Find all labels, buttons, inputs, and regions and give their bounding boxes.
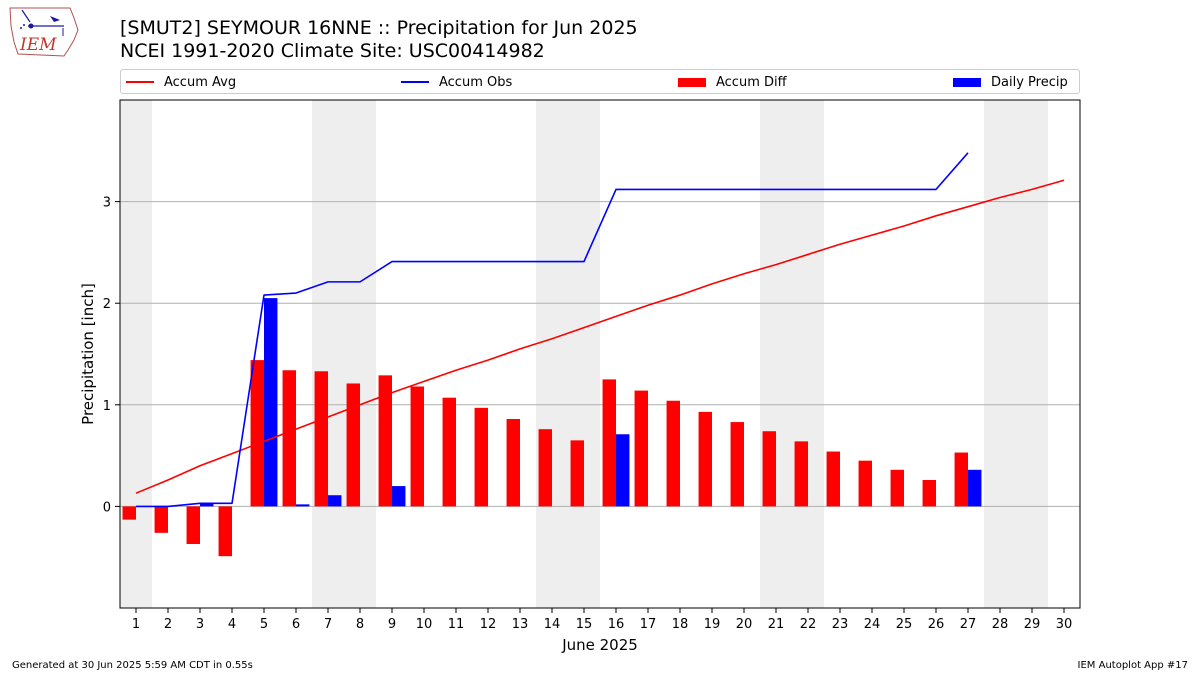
- legend-swatch-accum-obs: [401, 81, 429, 83]
- accum-diff-bar: [538, 429, 552, 507]
- accum-diff-bar: [250, 360, 264, 507]
- accum-diff-bar: [410, 386, 424, 507]
- x-tick-label: 20: [736, 617, 753, 632]
- chart-title: [SMUT2] SEYMOUR 16NNE :: Precipitation f…: [120, 17, 638, 39]
- logo-text: IEM: [20, 35, 57, 55]
- weekend-shade-band: [760, 100, 824, 608]
- x-tick-label: 16: [608, 617, 625, 632]
- chart-legend: Accum Avg Accum Obs Accum Diff Daily Pre…: [120, 69, 1080, 94]
- x-tick-label: 1: [132, 617, 140, 632]
- x-tick-label: 18: [672, 617, 689, 632]
- x-tick-label: 29: [1024, 617, 1041, 632]
- y-tick-label: 2: [103, 297, 111, 312]
- x-tick-label: 6: [292, 617, 300, 632]
- weekend-shade-band: [312, 100, 376, 608]
- accum-diff-bar: [570, 440, 584, 507]
- accum-diff-bar: [954, 452, 968, 507]
- x-tick-label: 27: [960, 617, 977, 632]
- legend-item-accum-avg: Accum Avg: [126, 74, 236, 90]
- autoplot-app-id: IEM Autoplot App #17: [1077, 660, 1188, 671]
- x-tick-label: 21: [768, 617, 785, 632]
- legend-item-accum-obs: Accum Obs: [401, 74, 512, 90]
- accum-diff-bar: [122, 506, 136, 520]
- chart-subtitle: NCEI 1991-2020 Climate Site: USC00414982: [120, 40, 545, 62]
- x-tick-label: 4: [228, 617, 236, 632]
- legend-label-daily-precip: Daily Precip: [991, 74, 1068, 90]
- x-tick-label: 2: [164, 617, 172, 632]
- y-axis-label: Precipitation [inch]: [79, 283, 97, 425]
- accum-diff-bar: [794, 441, 808, 507]
- x-tick-label: 30: [1056, 617, 1073, 632]
- y-tick-label: 3: [103, 196, 111, 211]
- iem-logo: IEM: [8, 6, 80, 60]
- accum-diff-bar: [762, 431, 776, 507]
- x-axis-label: June 2025: [561, 636, 638, 654]
- x-tick-label: 10: [416, 617, 433, 632]
- accum-diff-bar: [730, 422, 744, 507]
- accum-diff-bar: [346, 383, 360, 507]
- x-tick-label: 3: [196, 617, 204, 632]
- y-tick-label: 0: [103, 500, 111, 515]
- daily-precip-bar: [392, 486, 406, 507]
- weekend-shade-band: [120, 100, 152, 608]
- legend-swatch-accum-avg: [126, 81, 154, 83]
- x-tick-label: 28: [992, 617, 1009, 632]
- daily-precip-bar: [968, 469, 982, 507]
- x-tick-label: 11: [448, 617, 465, 632]
- accum-diff-bar: [506, 419, 520, 507]
- accum-diff-bar: [826, 451, 840, 507]
- legend-item-accum-diff: Accum Diff: [678, 74, 787, 90]
- accum-diff-bar: [698, 411, 712, 507]
- x-tick-label: 17: [640, 617, 657, 632]
- x-tick-label: 7: [324, 617, 332, 632]
- x-tick-label: 13: [512, 617, 529, 632]
- accum-diff-bar: [282, 370, 296, 507]
- legend-label-accum-avg: Accum Avg: [164, 74, 237, 90]
- x-tick-label: 25: [896, 617, 913, 632]
- x-tick-label: 23: [832, 617, 849, 632]
- x-tick-label: 24: [864, 617, 881, 632]
- accum-diff-bar: [186, 506, 200, 544]
- legend-swatch-accum-diff: [678, 77, 706, 87]
- accum-diff-bar: [602, 379, 616, 507]
- x-tick-label: 19: [704, 617, 721, 632]
- accum-diff-bar: [442, 397, 456, 507]
- daily-precip-bar: [328, 495, 342, 507]
- accum-diff-bar: [666, 400, 680, 507]
- accum-obs-line: [136, 152, 969, 508]
- x-tick-label: 14: [544, 617, 561, 632]
- accum-diff-bar: [858, 460, 872, 507]
- weekend-shade-band: [984, 100, 1048, 608]
- x-tick-label: 5: [260, 617, 268, 632]
- accum-diff-bar: [378, 375, 392, 507]
- accum-diff-bar: [218, 506, 232, 557]
- daily-precip-bar: [264, 298, 278, 507]
- legend-label-accum-diff: Accum Diff: [716, 74, 787, 90]
- accum-avg-line: [135, 179, 1065, 494]
- x-tick-label: 9: [388, 617, 396, 632]
- daily-precip-bar: [296, 504, 310, 507]
- daily-precip-bar: [616, 434, 630, 507]
- accum-diff-bar: [474, 407, 488, 507]
- x-tick-label: 8: [356, 617, 364, 632]
- weekend-shade-band: [536, 100, 600, 608]
- y-tick-label: 1: [103, 399, 111, 414]
- plot-frame: [119, 99, 1081, 609]
- x-tick-label: 22: [800, 617, 817, 632]
- daily-precip-bar: [200, 503, 214, 507]
- accum-diff-bar: [314, 371, 328, 507]
- generated-timestamp: Generated at 30 Jun 2025 5:59 AM CDT in …: [12, 660, 253, 671]
- accum-diff-bar: [154, 506, 168, 533]
- x-tick-label: 12: [480, 617, 497, 632]
- legend-label-accum-obs: Accum Obs: [439, 74, 513, 90]
- x-tick-label: 26: [928, 617, 945, 632]
- legend-item-daily-precip: Daily Precip: [953, 74, 1068, 90]
- legend-swatch-daily-precip: [953, 77, 981, 87]
- x-tick-label: 15: [576, 617, 593, 632]
- accum-diff-bar: [922, 479, 936, 507]
- iowa-map-logo-icon: [9, 7, 79, 57]
- accum-diff-bar: [634, 390, 648, 507]
- accum-diff-bar: [890, 469, 904, 507]
